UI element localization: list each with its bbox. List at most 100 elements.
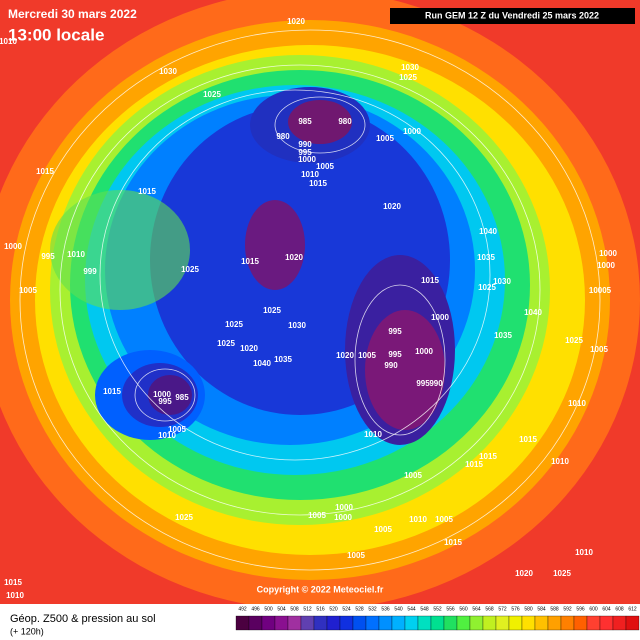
isobar-label: 1035 bbox=[274, 355, 292, 364]
color-swatch bbox=[508, 615, 523, 631]
isobar-label: 1010 bbox=[364, 430, 382, 439]
isobar-label: 1005 bbox=[168, 425, 186, 434]
color-swatch bbox=[547, 615, 562, 631]
color-swatch bbox=[326, 615, 341, 631]
scale-label: 560 bbox=[459, 606, 468, 612]
scale-label: 516 bbox=[316, 606, 325, 612]
isobar-label: 1020 bbox=[515, 569, 533, 578]
color-swatch bbox=[313, 615, 328, 631]
height-field bbox=[0, 0, 640, 604]
isobar-label: 1010 bbox=[158, 431, 176, 440]
isobar-label: 1000 bbox=[4, 242, 22, 251]
isobar-label: 1025 bbox=[565, 336, 583, 345]
isobar-label: 1005 bbox=[316, 162, 334, 171]
isobar-label: 995 bbox=[388, 327, 402, 336]
isobar-label: 1025 bbox=[225, 320, 243, 329]
isobar-label: 1025 bbox=[181, 265, 199, 274]
scale-label: 512 bbox=[303, 606, 312, 612]
color-swatch bbox=[287, 615, 302, 631]
forecast-date: Mercredi 30 mars 2022 bbox=[8, 7, 137, 21]
isobar-label: 995 bbox=[298, 148, 312, 157]
scale-label: 536 bbox=[381, 606, 390, 612]
scale-label: 600 bbox=[589, 606, 598, 612]
run-label: Run GEM 12 Z du Vendredi 25 mars 2022 bbox=[425, 10, 599, 20]
color-swatch bbox=[586, 615, 601, 631]
isobar-label: 1015 bbox=[444, 538, 462, 547]
isobar-label: 1015 bbox=[241, 257, 259, 266]
isobar-label: 1000 bbox=[334, 513, 352, 522]
isobar-label: 1000 bbox=[335, 503, 353, 512]
isobar-label: 1030 bbox=[401, 63, 419, 72]
color-swatch bbox=[274, 615, 289, 631]
scale-label: 584 bbox=[537, 606, 546, 612]
isobar-label: 1025 bbox=[478, 283, 496, 292]
scale-label: 500 bbox=[264, 606, 273, 612]
isobar-label: 1005 bbox=[435, 515, 453, 524]
scale-label: 532 bbox=[368, 606, 377, 612]
isobar-label: 1015 bbox=[103, 387, 121, 396]
isobar-label: 1020 bbox=[240, 344, 258, 353]
scale-label: 588 bbox=[550, 606, 559, 612]
isobar-label: 985 bbox=[298, 117, 312, 126]
color-swatch bbox=[261, 615, 276, 631]
isobar-label: 1015 bbox=[519, 435, 537, 444]
isobar-label: 1035 bbox=[477, 253, 495, 262]
scale-label: 604 bbox=[602, 606, 611, 612]
isobar-label: 1030 bbox=[159, 67, 177, 76]
isobar-label: 1000 bbox=[153, 390, 171, 399]
color-swatch bbox=[430, 615, 445, 631]
color-swatch bbox=[300, 615, 315, 631]
isobar-label: 1020 bbox=[336, 351, 354, 360]
color-swatch bbox=[560, 615, 575, 631]
color-swatch bbox=[248, 615, 263, 631]
color-swatch bbox=[599, 615, 614, 631]
isobar-label: 1005 bbox=[590, 345, 608, 354]
isobar-label: 1040 bbox=[524, 308, 542, 317]
isobar-label: 980 bbox=[276, 132, 290, 141]
color-swatch bbox=[417, 615, 432, 631]
isobar-label: 1025 bbox=[263, 306, 281, 315]
color-swatch bbox=[482, 615, 497, 631]
isobar-label: 1040 bbox=[479, 227, 497, 236]
scale-label: 572 bbox=[498, 606, 507, 612]
scale-label: 552 bbox=[433, 606, 442, 612]
color-swatch bbox=[469, 615, 484, 631]
scale-label: 492 bbox=[238, 606, 247, 612]
scale-label: 520 bbox=[329, 606, 338, 612]
isobar-label: 1010 bbox=[409, 515, 427, 524]
isobar-label: 999 bbox=[83, 267, 97, 276]
color-swatch bbox=[625, 615, 640, 631]
isobar-label: 990 bbox=[298, 140, 312, 149]
run-box bbox=[390, 8, 635, 24]
isobar-label: 1010 bbox=[301, 170, 319, 179]
isobar-label: 1005 bbox=[19, 286, 37, 295]
isobar-label: 980 bbox=[338, 117, 352, 126]
isobar-label: 1010 bbox=[67, 250, 85, 259]
isobar-label: 1025 bbox=[553, 569, 571, 578]
isobar-label: 1005 bbox=[376, 134, 394, 143]
scale-label: 596 bbox=[576, 606, 585, 612]
color-swatch bbox=[495, 615, 510, 631]
scale-label: 540 bbox=[394, 606, 403, 612]
isobar-label: 1025 bbox=[399, 73, 417, 82]
isobar-label: 1015 bbox=[479, 452, 497, 461]
isobar-label: 1005 bbox=[374, 525, 392, 534]
color-swatch bbox=[391, 615, 406, 631]
isobar-label: 1030 bbox=[288, 321, 306, 330]
color-swatch bbox=[534, 615, 549, 631]
isobar-label: 1020 bbox=[383, 202, 401, 211]
footer-title: Géop. Z500 & pression au sol bbox=[10, 613, 156, 625]
isobar-label: 1015 bbox=[465, 460, 483, 469]
isobar-label: 995 bbox=[388, 350, 402, 359]
color-swatch bbox=[339, 615, 354, 631]
color-swatch bbox=[365, 615, 380, 631]
isobar-label: 1030 bbox=[493, 277, 511, 286]
scale-label: 592 bbox=[563, 606, 572, 612]
copyright: Copyright © 2022 Meteociel.fr bbox=[257, 584, 384, 594]
isobar-label: 1010 bbox=[568, 399, 586, 408]
scale-label: 544 bbox=[407, 606, 416, 612]
isobar-label: 1010 bbox=[6, 591, 24, 600]
isobar-label: 995 bbox=[158, 397, 172, 406]
color-swatch bbox=[235, 615, 250, 631]
